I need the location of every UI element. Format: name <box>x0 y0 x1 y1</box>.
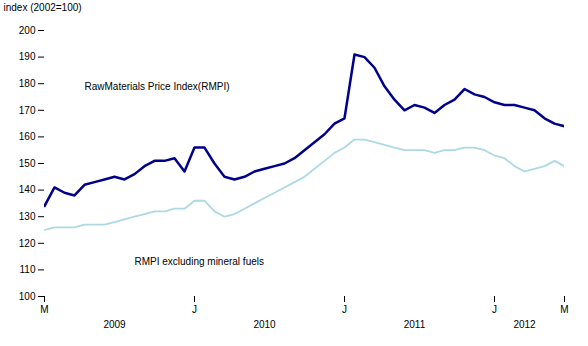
svg-text:160: 160 <box>19 131 36 142</box>
svg-text:J: J <box>492 304 497 315</box>
svg-text:2011: 2011 <box>404 319 426 330</box>
svg-text:100: 100 <box>19 291 36 302</box>
svg-text:200: 200 <box>19 25 36 36</box>
svg-text:130: 130 <box>19 211 36 222</box>
svg-text:J: J <box>192 304 197 315</box>
svg-text:170: 170 <box>19 105 36 116</box>
svg-text:J: J <box>342 304 347 315</box>
svg-text:120: 120 <box>19 238 36 249</box>
svg-text:150: 150 <box>19 158 36 169</box>
svg-text:190: 190 <box>19 51 36 62</box>
svg-text:110: 110 <box>20 264 36 275</box>
svg-text:2012: 2012 <box>513 319 536 330</box>
svg-text:180: 180 <box>19 78 36 89</box>
svg-text:index (2002=100): index (2002=100) <box>4 2 82 13</box>
svg-text:2010: 2010 <box>253 319 276 330</box>
svg-text:M: M <box>560 304 568 315</box>
svg-text:140: 140 <box>19 184 36 195</box>
svg-text:RMPI excluding mineral fuels: RMPI excluding mineral fuels <box>135 256 265 267</box>
svg-text:2009: 2009 <box>103 319 126 330</box>
svg-text:RawMaterials Price Index(RMPI): RawMaterials Price Index(RMPI) <box>85 81 230 92</box>
svg-text:M: M <box>40 304 48 315</box>
